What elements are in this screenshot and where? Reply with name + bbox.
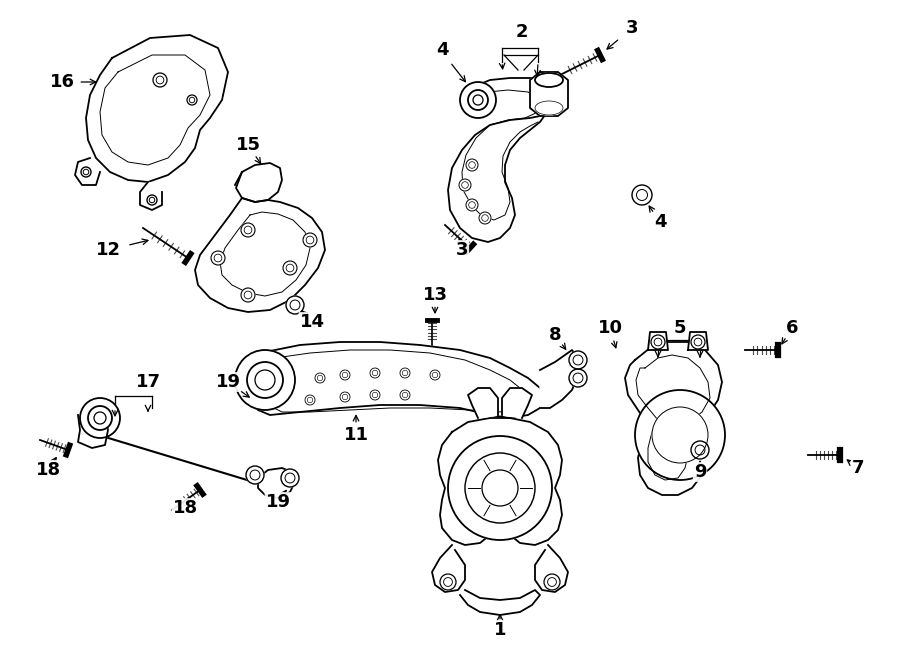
- Circle shape: [283, 261, 297, 275]
- Text: 3: 3: [626, 19, 638, 37]
- Text: 15: 15: [236, 136, 260, 154]
- Ellipse shape: [535, 101, 563, 115]
- Circle shape: [88, 406, 112, 430]
- Text: 10: 10: [598, 319, 623, 337]
- Circle shape: [153, 73, 167, 87]
- Polygon shape: [140, 182, 162, 210]
- Circle shape: [340, 370, 350, 380]
- Circle shape: [246, 466, 264, 484]
- Circle shape: [241, 288, 255, 302]
- Circle shape: [400, 368, 410, 378]
- Text: 7: 7: [851, 459, 864, 477]
- Circle shape: [465, 453, 535, 523]
- Polygon shape: [448, 78, 558, 242]
- Circle shape: [430, 370, 440, 380]
- Text: 9: 9: [694, 463, 706, 481]
- Polygon shape: [250, 342, 545, 418]
- Circle shape: [247, 362, 283, 398]
- Circle shape: [94, 412, 106, 424]
- Circle shape: [281, 469, 299, 487]
- Circle shape: [315, 373, 325, 383]
- Circle shape: [466, 199, 478, 211]
- Circle shape: [255, 370, 275, 390]
- Text: 2: 2: [516, 23, 528, 41]
- Circle shape: [400, 390, 410, 400]
- Circle shape: [235, 350, 295, 410]
- Text: 14: 14: [300, 313, 325, 331]
- Polygon shape: [468, 388, 498, 418]
- Text: 18: 18: [35, 461, 60, 479]
- Text: 19: 19: [266, 493, 291, 511]
- Text: 16: 16: [50, 73, 75, 91]
- Circle shape: [569, 351, 587, 369]
- Circle shape: [651, 335, 665, 349]
- Circle shape: [303, 233, 317, 247]
- Polygon shape: [78, 412, 108, 448]
- Circle shape: [473, 95, 483, 105]
- Text: 8: 8: [549, 326, 562, 344]
- Circle shape: [652, 407, 708, 463]
- Text: 12: 12: [95, 241, 121, 259]
- Polygon shape: [502, 388, 532, 418]
- Polygon shape: [236, 163, 282, 202]
- Circle shape: [80, 398, 120, 438]
- Polygon shape: [530, 72, 568, 116]
- Circle shape: [340, 392, 350, 402]
- Circle shape: [448, 436, 552, 540]
- Text: 4: 4: [436, 41, 448, 59]
- Text: 13: 13: [422, 286, 447, 304]
- Text: 6: 6: [786, 319, 798, 337]
- Circle shape: [241, 223, 255, 237]
- Circle shape: [632, 185, 652, 205]
- Circle shape: [460, 82, 496, 118]
- Circle shape: [691, 441, 709, 459]
- Circle shape: [468, 90, 488, 110]
- Text: 3: 3: [455, 241, 468, 259]
- Circle shape: [187, 95, 197, 105]
- Circle shape: [305, 395, 315, 405]
- Text: 5: 5: [674, 319, 686, 337]
- Circle shape: [482, 470, 518, 506]
- Circle shape: [466, 159, 478, 171]
- Text: 11: 11: [344, 426, 368, 444]
- Ellipse shape: [535, 73, 563, 87]
- Text: 17: 17: [136, 373, 160, 391]
- Circle shape: [459, 179, 471, 191]
- Polygon shape: [432, 545, 465, 592]
- Circle shape: [286, 296, 304, 314]
- Polygon shape: [540, 350, 578, 408]
- Polygon shape: [75, 158, 100, 185]
- Polygon shape: [460, 590, 540, 615]
- Polygon shape: [195, 198, 325, 312]
- Circle shape: [691, 335, 705, 349]
- Text: 1: 1: [494, 621, 507, 639]
- Polygon shape: [258, 468, 295, 498]
- Polygon shape: [648, 332, 668, 350]
- Circle shape: [544, 574, 560, 590]
- Text: 19: 19: [215, 373, 240, 391]
- Text: 4: 4: [653, 213, 666, 231]
- Circle shape: [370, 368, 380, 378]
- Polygon shape: [688, 332, 708, 350]
- Text: 18: 18: [173, 499, 198, 517]
- Polygon shape: [535, 545, 568, 592]
- Circle shape: [370, 390, 380, 400]
- Circle shape: [440, 574, 456, 590]
- Circle shape: [81, 167, 91, 177]
- Polygon shape: [86, 35, 228, 182]
- Circle shape: [635, 390, 725, 480]
- Circle shape: [147, 195, 157, 205]
- Circle shape: [479, 212, 491, 224]
- Polygon shape: [438, 418, 562, 545]
- Polygon shape: [625, 342, 722, 495]
- Circle shape: [569, 369, 587, 387]
- Circle shape: [211, 251, 225, 265]
